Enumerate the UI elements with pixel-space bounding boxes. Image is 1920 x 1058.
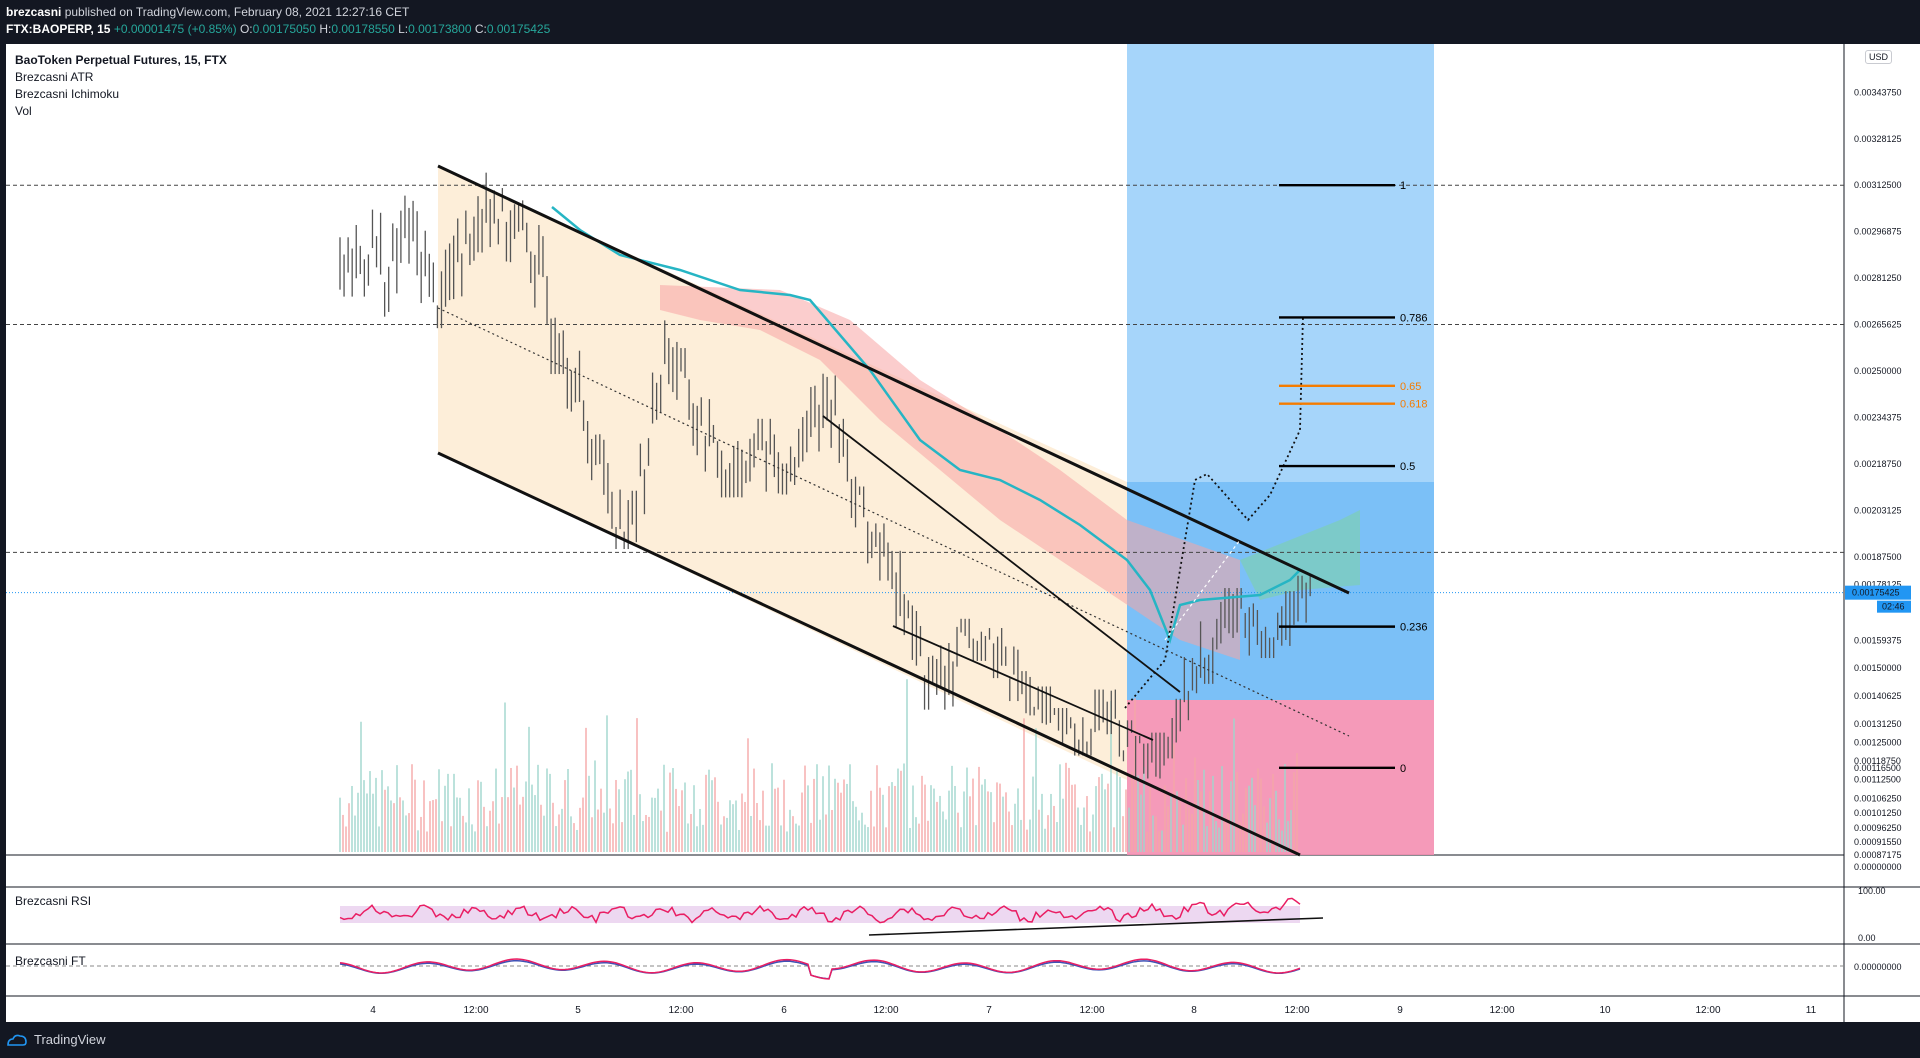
channel-lower-trendline: [437, 451, 1301, 857]
wedge-upper-trendline: [822, 415, 1181, 693]
fib-level-label: 0: [1400, 763, 1406, 775]
change-value: +0.00001475 (+0.85%): [113, 22, 237, 36]
fib-level-label: 0.618: [1400, 399, 1428, 411]
price-axis-tick: 0.00312500: [1854, 180, 1902, 190]
price-axis-tick: 0.00343750: [1854, 87, 1902, 97]
fib-level-label: 1: [1400, 180, 1406, 192]
time-axis-tick: 5: [575, 1005, 581, 1016]
price-axis-tick: 0.00328125: [1854, 134, 1902, 144]
last-price-tag-text: 0.00175425: [1852, 588, 1900, 598]
ft-line: [339, 958, 1301, 980]
ichimoku-cloud-bear: [660, 285, 1240, 660]
price-axis-tick: 0.00187500: [1854, 552, 1902, 562]
stop-loss-zone: [1127, 700, 1434, 855]
price-axis-tick: 0.00125000: [1854, 738, 1902, 748]
price-axis-tick: 0.00096250: [1854, 823, 1902, 833]
price-axis-tick: 0.00234375: [1854, 412, 1902, 422]
legend-item-vol[interactable]: Vol: [15, 104, 32, 118]
price-axis-tick: 0.00101250: [1854, 808, 1902, 818]
ichimoku-cloud-bull: [1240, 510, 1360, 600]
open-value: 0.00175050: [252, 22, 317, 36]
fib-level-label: 0.236: [1400, 622, 1428, 634]
ft-pane-label[interactable]: Brezcasni FT: [15, 954, 86, 968]
time-axis-tick: 12:00: [668, 1005, 693, 1016]
time-axis-tick: 12:00: [873, 1005, 898, 1016]
ft-signal-line: [339, 959, 1301, 980]
tradingview-logo[interactable]: TradingView: [6, 1032, 106, 1047]
legend-item-ichimoku[interactable]: Brezcasni Ichimoku: [15, 87, 120, 101]
rsi-pane-label[interactable]: Brezcasni RSI: [15, 894, 92, 908]
time-axis-tick: 12:00: [1079, 1005, 1104, 1016]
last-price-tag: [1845, 585, 1911, 600]
publish-text: published on TradingView.com, February 0…: [64, 5, 410, 19]
rsi-trendline: [868, 917, 1324, 936]
time-axis-tick: 12:00: [1489, 1005, 1514, 1016]
price-axis-tick: 0.00131250: [1854, 719, 1902, 729]
time-axis-tick: 12:00: [1284, 1005, 1309, 1016]
price-axis-tick: 0.00281250: [1854, 273, 1902, 283]
time-axis-tick: 6: [781, 1005, 787, 1016]
price-axis-tick: 0.00178125: [1854, 580, 1902, 590]
price-axis-tick: 0.00106250: [1854, 793, 1902, 803]
price-axis-tick: 0.00150000: [1854, 663, 1902, 673]
price-axis-tick: 0.00296875: [1854, 227, 1902, 237]
long-target-zone: [1127, 44, 1434, 482]
legend-item-atr[interactable]: Brezcasni ATR: [15, 70, 94, 84]
projection-dashed: [1164, 539, 1241, 641]
price-axis-tick: 0.00265625: [1854, 320, 1902, 330]
fib-level-label: 0.65: [1400, 381, 1421, 393]
fib-level-label: 0.786: [1400, 312, 1428, 324]
rsi-band: [340, 906, 1300, 923]
low-label: L:: [398, 22, 409, 36]
price-axis-tick: 0.00116500: [1854, 763, 1901, 773]
price-axis-tick: 0.00091550: [1854, 837, 1902, 847]
time-axis-tick: 8: [1191, 1005, 1197, 1016]
publish-info: brezcasni published on TradingView.com, …: [6, 5, 409, 19]
symbol-label: FTX:BAOPERP, 15: [6, 22, 111, 36]
price-axis-tick: 0.00159375: [1854, 635, 1902, 645]
time-axis-tick: 9: [1397, 1005, 1403, 1016]
tradingview-cloud-icon: [7, 1034, 27, 1046]
price-axis-tick: 0.00112500: [1854, 775, 1901, 785]
time-axis-tick: 10: [1599, 1005, 1611, 1016]
time-axis-tick: 12:00: [463, 1005, 488, 1016]
chart-legend: BaoToken Perpetual Futures, 15, FTX Brez…: [15, 52, 227, 120]
ohlc-readout: FTX:BAOPERP, 15 +0.00001475 (+0.85%) O:0…: [6, 22, 550, 36]
time-axis-tick: 11: [1806, 1005, 1817, 1016]
time-axis-tick: 4: [370, 1005, 376, 1016]
rsi-axis-tick: 0.00: [1858, 933, 1876, 943]
author-name[interactable]: brezcasni: [6, 5, 62, 19]
price-axis-tick: 0.00250000: [1854, 366, 1902, 376]
ft-axis-tick: 0.00000000: [1854, 962, 1902, 972]
channel-upper-trendline: [437, 164, 1350, 595]
open-label: O:: [239, 22, 253, 36]
price-axis-tick: 0.00140625: [1854, 691, 1902, 701]
ichimoku-base-line: [551, 206, 1301, 644]
high-label: H:: [319, 22, 332, 36]
time-axis-tick: 7: [986, 1005, 992, 1016]
price-axis-tick: 0.00203125: [1854, 505, 1902, 515]
close-value: 0.00175425: [486, 22, 551, 36]
bottom-bar: TradingView: [0, 1022, 1920, 1058]
wedge-lower-trendline: [892, 625, 1154, 741]
fib-level-label: 0.5: [1400, 461, 1415, 473]
top-bar: brezcasni published on TradingView.com, …: [0, 0, 1920, 44]
low-value: 0.00173800: [408, 22, 472, 36]
rsi-line: [339, 897, 1301, 924]
currency-badge[interactable]: USD: [1865, 50, 1893, 64]
rsi-axis-tick: 100.00: [1858, 886, 1886, 896]
countdown-tag-text: 02:46: [1882, 602, 1905, 612]
legend-title[interactable]: BaoToken Perpetual Futures, 15, FTX: [15, 53, 227, 67]
high-value: 0.00178550: [331, 22, 395, 36]
countdown-tag: [1877, 600, 1911, 613]
price-axis-tick: 0.00087175: [1854, 850, 1902, 860]
time-axis-tick: 12:00: [1695, 1005, 1720, 1016]
volume-axis-tick: 0.00000000: [1854, 862, 1902, 872]
price-axis-tick: 0.00218750: [1854, 459, 1902, 469]
brand-name: TradingView: [34, 1032, 106, 1047]
close-label: C:: [474, 22, 487, 36]
price-axis-tick: 0.00118750: [1854, 756, 1901, 766]
